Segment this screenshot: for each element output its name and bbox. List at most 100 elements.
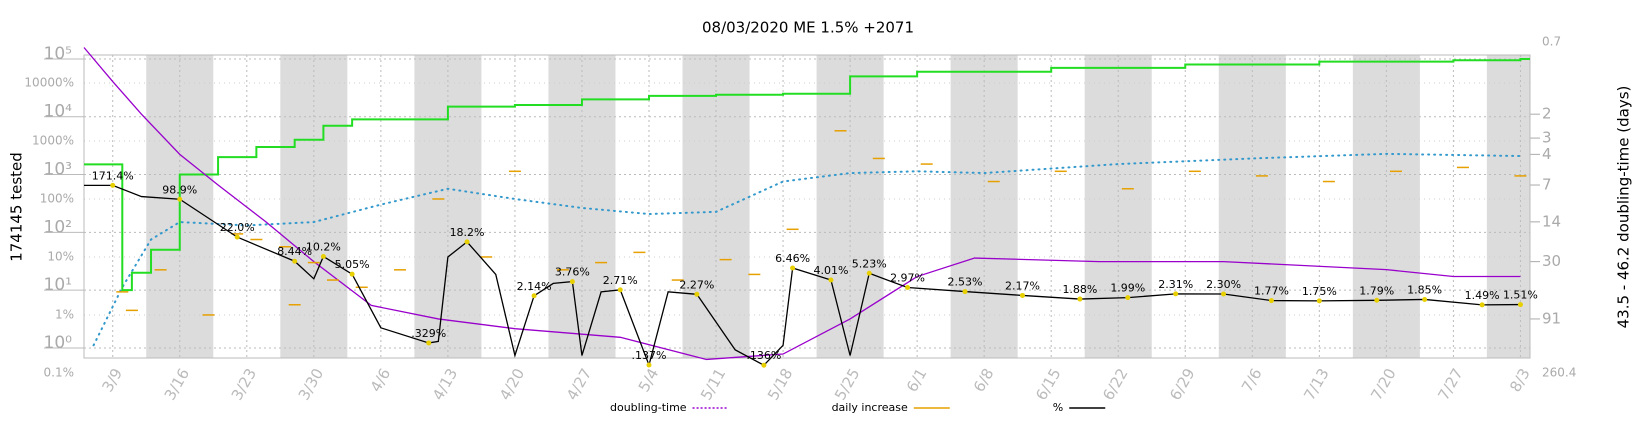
label-dot — [905, 285, 911, 291]
label-dot — [1422, 296, 1428, 302]
data-label: 5.05% — [335, 258, 370, 271]
y-tick-label: 10³ — [44, 160, 72, 180]
x-tick-label: 3/16 — [161, 365, 193, 403]
x-tick-label: 3/23 — [228, 365, 260, 403]
data-label: 6.46% — [775, 252, 810, 265]
data-label: 10.2% — [306, 240, 341, 253]
chart-title: 08/03/2020 ME 1.5% +2071 — [702, 19, 914, 37]
x-tick-label: 6/1 — [903, 365, 931, 395]
data-label: 1.75% — [1302, 285, 1337, 298]
x-tick-label: 5/18 — [764, 365, 796, 403]
label-dot — [1077, 296, 1083, 302]
y-tick-label: 10² — [44, 217, 72, 237]
label-dot — [1173, 291, 1179, 297]
y2-tick-label: 0.7 — [1542, 35, 1561, 49]
label-dot — [1517, 302, 1523, 308]
pct-tick-label: 1000% — [32, 133, 74, 147]
pct-tick-label: 0.1% — [44, 365, 75, 379]
label-dot — [646, 362, 652, 368]
label-dot — [1221, 291, 1227, 297]
data-label: 1.88% — [1062, 283, 1097, 296]
data-label: .136% — [746, 349, 781, 362]
label-dot — [1125, 295, 1131, 301]
x-tick-label: 3/30 — [295, 365, 327, 403]
week-stripe — [1486, 55, 1530, 358]
data-label: 98.9% — [162, 183, 197, 196]
label-dot — [617, 287, 623, 293]
x-tick-label: 7/13 — [1300, 365, 1332, 403]
y2-tick-label: 30 — [1542, 252, 1561, 270]
label-dot — [828, 277, 834, 283]
data-label: 2.17% — [1005, 279, 1040, 292]
pct-tick-label: 100% — [40, 191, 74, 205]
pct-tick-label: 10% — [47, 249, 74, 263]
y-axis-label: 174145 tested — [8, 152, 26, 262]
data-label: .137% — [632, 349, 667, 362]
trend-line — [92, 152, 1522, 347]
data-label: 2.71% — [603, 274, 638, 287]
label-dot — [1479, 302, 1485, 308]
x-tick-label: 8/3 — [1506, 365, 1534, 395]
legend-label: doubling-time — [610, 401, 687, 414]
x-tick-label: 5/4 — [635, 365, 663, 395]
label-dot — [761, 362, 767, 368]
label-dot — [1019, 292, 1025, 298]
data-label: 1.49% — [1465, 289, 1500, 302]
label-dot — [694, 291, 700, 297]
y2-tick-label: 4 — [1542, 145, 1552, 163]
y2-tick-label: 3 — [1542, 129, 1552, 147]
legend-label: daily increase — [832, 401, 908, 414]
x-tick-label: 4/13 — [429, 365, 461, 403]
data-label: .329% — [411, 327, 446, 340]
data-label: 171.4% — [92, 169, 134, 182]
pct-tick-label: 1% — [55, 307, 74, 321]
label-dot — [962, 289, 968, 295]
label-dot — [1268, 298, 1274, 304]
label-dot — [292, 258, 298, 264]
label-dot — [320, 253, 326, 259]
x-tick-label: 6/22 — [1099, 365, 1131, 403]
label-dot — [177, 196, 183, 202]
y2-tick-label: 260.4 — [1542, 366, 1576, 380]
y-tick-label: 10⁴ — [44, 102, 73, 122]
data-label: 1.79% — [1359, 284, 1394, 297]
x-tick-label: 5/11 — [697, 365, 729, 403]
x-tick-label: 6/8 — [970, 365, 998, 395]
label-dot — [531, 293, 537, 299]
label-dot — [110, 182, 116, 188]
data-label: 1.99% — [1110, 282, 1145, 295]
label-dot — [790, 265, 796, 271]
data-label: 8.44% — [277, 245, 312, 258]
y2-tick-label: 91 — [1542, 309, 1561, 327]
x-tick-label: 4/27 — [563, 365, 595, 403]
data-label: 2.14% — [517, 280, 552, 293]
label-dot — [464, 239, 470, 245]
data-label: 1.77% — [1254, 285, 1289, 298]
data-label: 2.97% — [890, 272, 925, 285]
y-tick-label: 10⁵ — [44, 44, 72, 64]
x-tick-label: 7/6 — [1238, 365, 1266, 395]
label-dot — [349, 271, 355, 277]
x-tick-label: 7/27 — [1434, 365, 1466, 403]
data-label: 18.2% — [450, 226, 485, 239]
plot-frame — [83, 54, 1531, 359]
label-dot — [1316, 298, 1322, 304]
y-tick-label: 10⁰ — [44, 333, 73, 353]
label-dot — [426, 340, 432, 346]
data-label: 2.27% — [679, 278, 714, 291]
label-dot — [1374, 297, 1380, 303]
pct-tick-label: 10000% — [24, 76, 74, 90]
data-label: 2.53% — [948, 276, 983, 289]
data-label: 1.85% — [1407, 283, 1442, 296]
x-tick-label: 3/9 — [98, 365, 126, 395]
y2-tick-label: 14 — [1542, 212, 1561, 230]
x-tick-label: 4/6 — [367, 365, 395, 395]
tested-line — [84, 57, 1530, 292]
label-dot — [234, 234, 240, 240]
label-dot — [866, 270, 872, 276]
y2-axis-label: 43.5 - 46.2 doubling-time (days) — [1615, 86, 1633, 329]
data-label: 2.31% — [1158, 278, 1193, 291]
y2-tick-label: 7 — [1542, 176, 1552, 194]
